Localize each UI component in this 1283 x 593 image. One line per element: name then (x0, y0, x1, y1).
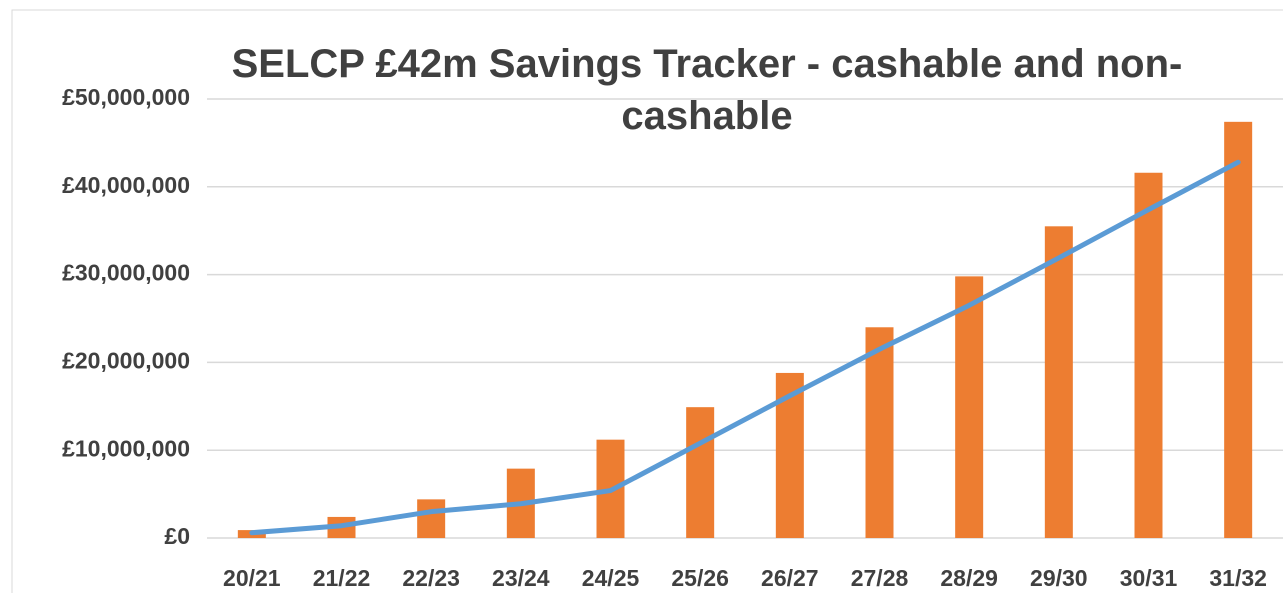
x-tick-label: 31/32 (1209, 565, 1267, 591)
chart-border (11, 9, 1283, 593)
y-tick-label: £20,000,000 (62, 347, 190, 373)
bar (1044, 226, 1073, 538)
y-tick-label: £40,000,000 (62, 172, 190, 198)
bar (1134, 172, 1163, 538)
y-tick-label: £10,000,000 (62, 435, 190, 461)
x-tick-label: 22/23 (402, 565, 460, 591)
bar (417, 499, 446, 538)
x-tick-label: 28/29 (940, 565, 998, 591)
chart-title: SELCP £42m Savings Tracker - cashable an… (231, 42, 1183, 138)
x-tick-label: 27/28 (851, 565, 909, 591)
x-tick-label: 26/27 (761, 565, 819, 591)
bar (1224, 121, 1253, 538)
bar (955, 276, 984, 538)
x-tick-label: 30/31 (1120, 565, 1178, 591)
x-tick-label: 24/25 (582, 565, 640, 591)
x-tick-label: 29/30 (1030, 565, 1088, 591)
y-tick-label: £30,000,000 (62, 260, 190, 286)
y-tick-label: £0 (164, 523, 190, 549)
x-tick-label: 20/21 (223, 565, 281, 591)
x-tick-label: 23/24 (492, 565, 550, 591)
bar (865, 327, 894, 538)
x-tick-label: 25/26 (671, 565, 729, 591)
bar (686, 407, 715, 538)
line (249, 159, 1241, 536)
x-tick-label: 21/22 (313, 565, 371, 591)
y-tick-label: £50,000,000 (62, 84, 190, 110)
